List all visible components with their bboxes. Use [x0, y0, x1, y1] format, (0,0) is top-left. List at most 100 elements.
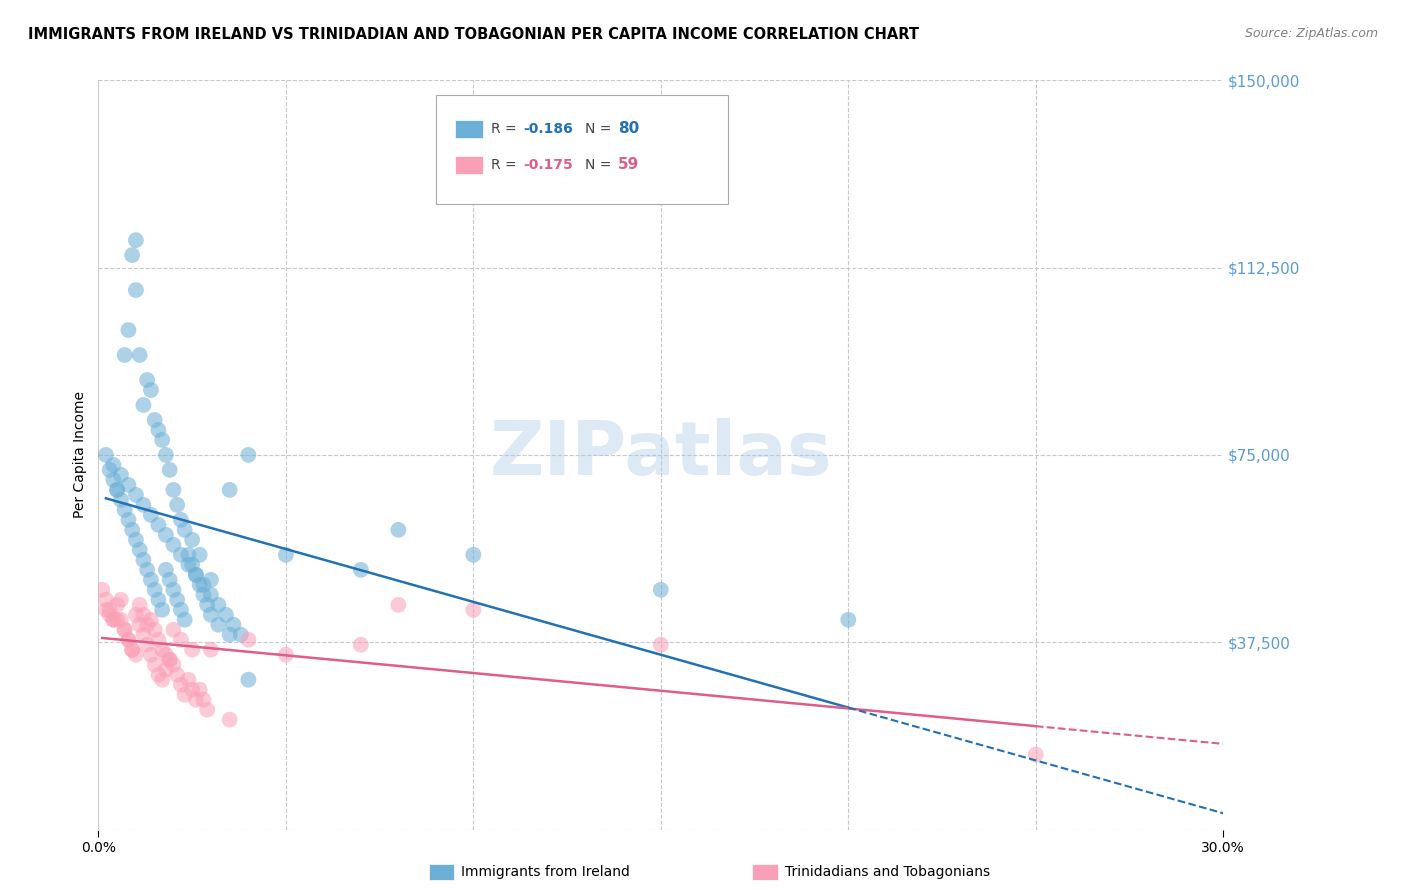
Point — [139, 573, 162, 587]
Point — [148, 517, 170, 532]
Point — [184, 567, 207, 582]
Point — [125, 488, 148, 502]
Point — [94, 448, 117, 462]
Point — [148, 423, 170, 437]
Point — [188, 548, 211, 562]
Point — [200, 573, 222, 587]
Text: -0.186: -0.186 — [523, 122, 574, 136]
Point — [117, 632, 139, 647]
Text: N =: N = — [585, 158, 616, 172]
Point — [128, 617, 150, 632]
Point — [125, 533, 148, 547]
Point — [184, 567, 207, 582]
Point — [173, 523, 195, 537]
Point — [136, 563, 159, 577]
Point — [103, 613, 125, 627]
Point — [218, 713, 240, 727]
Point — [128, 542, 150, 557]
Point — [136, 617, 159, 632]
Point — [166, 667, 188, 681]
Point — [162, 538, 184, 552]
Point — [105, 598, 128, 612]
Point — [103, 473, 125, 487]
Point — [117, 478, 139, 492]
Point — [215, 607, 238, 622]
FancyBboxPatch shape — [456, 156, 484, 174]
Point — [181, 558, 204, 572]
Point — [173, 688, 195, 702]
Point — [105, 483, 128, 497]
Point — [121, 523, 143, 537]
Point — [125, 607, 148, 622]
Point — [274, 548, 297, 562]
Point — [121, 248, 143, 262]
Point — [110, 592, 132, 607]
Point — [143, 657, 166, 672]
Point — [155, 663, 177, 677]
Point — [162, 623, 184, 637]
Point — [193, 588, 215, 602]
Point — [143, 582, 166, 597]
Point — [132, 628, 155, 642]
Point — [114, 623, 136, 637]
Point — [162, 582, 184, 597]
FancyBboxPatch shape — [436, 95, 728, 204]
Y-axis label: Per Capita Income: Per Capita Income — [73, 392, 87, 518]
Point — [463, 603, 485, 617]
Point — [170, 678, 193, 692]
Point — [132, 607, 155, 622]
Point — [170, 603, 193, 617]
Point — [139, 613, 162, 627]
Point — [136, 638, 159, 652]
Point — [229, 628, 252, 642]
Point — [162, 657, 184, 672]
Text: 59: 59 — [619, 158, 640, 172]
Point — [103, 613, 125, 627]
Point — [177, 548, 200, 562]
Point — [114, 503, 136, 517]
Point — [148, 592, 170, 607]
Point — [177, 558, 200, 572]
Point — [110, 613, 132, 627]
Text: -0.175: -0.175 — [523, 158, 574, 172]
Point — [200, 588, 222, 602]
Text: 80: 80 — [619, 121, 640, 136]
Point — [132, 398, 155, 412]
FancyBboxPatch shape — [456, 120, 484, 138]
Point — [166, 592, 188, 607]
Point — [1025, 747, 1047, 762]
Point — [139, 508, 162, 522]
Point — [193, 578, 215, 592]
Point — [132, 553, 155, 567]
Point — [177, 673, 200, 687]
Point — [238, 448, 260, 462]
Point — [136, 373, 159, 387]
Point — [181, 533, 204, 547]
Point — [114, 348, 136, 362]
Point — [387, 598, 409, 612]
Text: ZIPatlas: ZIPatlas — [489, 418, 832, 491]
Point — [238, 673, 260, 687]
Point — [91, 582, 114, 597]
Point — [200, 607, 222, 622]
Point — [188, 682, 211, 697]
Point — [207, 617, 229, 632]
Point — [166, 498, 188, 512]
Text: Trinidadians and Tobagonians: Trinidadians and Tobagonians — [785, 865, 990, 880]
Point — [207, 598, 229, 612]
Text: IMMIGRANTS FROM IRELAND VS TRINIDADIAN AND TOBAGONIAN PER CAPITA INCOME CORRELAT: IMMIGRANTS FROM IRELAND VS TRINIDADIAN A… — [28, 27, 920, 42]
Point — [350, 563, 373, 577]
Point — [181, 682, 204, 697]
Point — [117, 513, 139, 527]
Point — [94, 603, 117, 617]
Point — [837, 613, 859, 627]
Point — [105, 613, 128, 627]
Point — [148, 632, 170, 647]
Point — [150, 603, 173, 617]
Point — [155, 448, 177, 462]
Point — [132, 498, 155, 512]
Point — [128, 598, 150, 612]
Point — [159, 573, 181, 587]
Point — [195, 598, 218, 612]
Point — [184, 692, 207, 706]
